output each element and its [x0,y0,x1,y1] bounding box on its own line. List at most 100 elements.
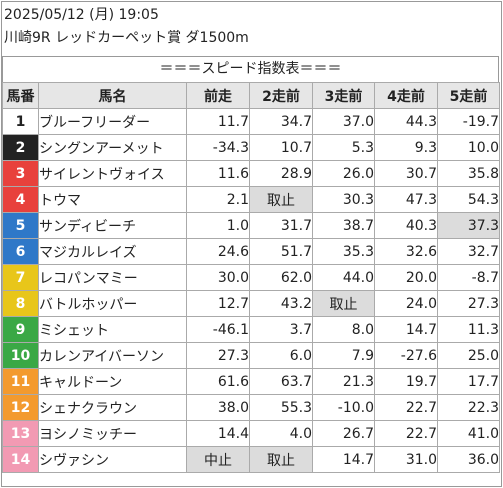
horse-number-cell: 12 [2,394,39,421]
horse-name-cell: サンディビーチ [38,212,187,239]
speed-index-cell: 32.7 [437,238,500,265]
speed-index-cell: 取止 [249,186,313,213]
speed-index-cell: 21.3 [312,368,375,395]
speed-index-cell: 35.8 [437,160,500,187]
horse-name-cell: ブルーフリーダー [38,108,187,135]
speed-index-cell: 44.0 [312,264,375,291]
header-horse-number: 馬番 [2,82,39,109]
race-title: 川崎9R レッドカーペット賞 ダ1500m [4,30,249,46]
speed-index-cell: 5.3 [312,134,375,161]
horse-name-cell: サイレントヴォイス [38,160,187,187]
table-row: 9 ミシェット -46.1 3.7 8.0 14.7 11.3 [2,316,500,343]
horse-name-cell: ミシェット [38,316,187,343]
table-row: 2 シングンアーメット -34.3 10.7 5.3 9.3 10.0 [2,134,500,161]
header-last-race: 前走 [186,82,250,109]
table-row: 3 サイレントヴォイス 11.6 28.9 26.0 30.7 35.8 [2,160,500,187]
speed-index-cell: 27.3 [186,342,250,369]
horse-name-cell: カレンアイバーソン [38,342,187,369]
table-row: 7 レコパンマミー 30.0 62.0 44.0 20.0 -8.7 [2,264,500,291]
speed-index-cell: 中止 [186,446,250,473]
speed-index-cell: 30.7 [374,160,438,187]
speed-index-cell: 61.6 [186,368,250,395]
speed-index-cell: -19.7 [437,108,500,135]
speed-index-cell: 6.0 [249,342,313,369]
table-row: 5 サンディビーチ 1.0 31.7 38.7 40.3 37.3 [2,212,500,239]
horse-name-cell: シェナクラウン [38,394,187,421]
header-row: 馬番 馬名 前走 2走前 3走前 4走前 5走前 [2,82,500,109]
speed-index-cell: 55.3 [249,394,313,421]
speed-index-cell: 36.0 [437,446,500,473]
speed-index-cell: 9.3 [374,134,438,161]
speed-index-cell: 17.7 [437,368,500,395]
table-row: 4 トウマ 2.1 取止 30.3 47.3 54.3 [2,186,500,213]
speed-index-cell: 26.7 [312,420,375,447]
horse-number-cell: 9 [2,316,39,343]
table-row: 14 シヴァシン 中止 取止 14.7 31.0 36.0 [2,446,500,473]
speed-index-cell: 取止 [249,446,313,473]
speed-index-cell: 34.7 [249,108,313,135]
table-row: 8 バトルホッパー 12.7 43.2 取止 24.0 27.3 [2,290,500,317]
speed-index-cell: 32.6 [374,238,438,265]
table-row: 1 ブルーフリーダー 11.7 34.7 37.0 44.3 -19.7 [2,108,500,135]
header-2-races-ago: 2走前 [249,82,313,109]
speed-index-cell: 47.3 [374,186,438,213]
speed-index-cell: 14.4 [186,420,250,447]
horse-name-cell: シヴァシン [38,446,187,473]
horse-number-cell: 14 [2,446,39,473]
table-row: 13 ヨシノミッチー 14.4 4.0 26.7 22.7 41.0 [2,420,500,447]
speed-index-cell: 37.3 [437,212,500,239]
header-4-races-ago: 4走前 [374,82,438,109]
horse-number-cell: 6 [2,238,39,265]
horse-number-cell: 8 [2,290,39,317]
speed-index-cell: 11.7 [186,108,250,135]
speed-index-cell: 62.0 [249,264,313,291]
horse-number-cell: 7 [2,264,39,291]
horse-name-cell: キャルドーン [38,368,187,395]
speed-index-cell: 40.3 [374,212,438,239]
table-row: 12 シェナクラウン 38.0 55.3 -10.0 22.7 22.3 [2,394,500,421]
speed-index-cell: 54.3 [437,186,500,213]
speed-index-cell: -34.3 [186,134,250,161]
speed-index-cell: 19.7 [374,368,438,395]
speed-index-cell: 30.3 [312,186,375,213]
speed-index-cell: 12.7 [186,290,250,317]
speed-index-cell: 38.0 [186,394,250,421]
speed-index-cell: 8.0 [312,316,375,343]
speed-index-cell: 28.9 [249,160,313,187]
speed-index-cell: 11.6 [186,160,250,187]
horse-number-cell: 3 [2,160,39,187]
speed-index-cell: -10.0 [312,394,375,421]
table-row: 10 カレンアイバーソン 27.3 6.0 7.9 -27.6 25.0 [2,342,500,369]
header-horse-name: 馬名 [38,82,187,109]
horse-number-cell: 4 [2,186,39,213]
speed-index-cell: 27.3 [437,290,500,317]
horse-number-cell: 10 [2,342,39,369]
speed-index-cell: 3.7 [249,316,313,343]
speed-index-cell: 35.3 [312,238,375,265]
speed-index-cell: 14.7 [312,446,375,473]
horse-name-cell: ヨシノミッチー [38,420,187,447]
speed-index-cell: 22.3 [437,394,500,421]
horse-number-cell: 5 [2,212,39,239]
speed-index-cell: 26.0 [312,160,375,187]
horse-name-cell: トウマ [38,186,187,213]
speed-index-cell: 31.0 [374,446,438,473]
speed-index-cell: 10.7 [249,134,313,161]
speed-index-cell: 44.3 [374,108,438,135]
speed-index-cell: 24.6 [186,238,250,265]
header-3-races-ago: 3走前 [312,82,375,109]
horse-number-cell: 1 [2,108,39,135]
horse-number-cell: 13 [2,420,39,447]
speed-index-cell: 2.1 [186,186,250,213]
race-datetime: 2025/05/12 (月) 19:05 [4,7,159,23]
horse-name-cell: レコパンマミー [38,264,187,291]
speed-index-cell: 38.7 [312,212,375,239]
speed-index-cell: 63.7 [249,368,313,395]
speed-index-cell: -46.1 [186,316,250,343]
speed-index-cell: 30.0 [186,264,250,291]
header-5-races-ago: 5走前 [437,82,500,109]
speed-index-cell: 1.0 [186,212,250,239]
speed-index-cell: 31.7 [249,212,313,239]
speed-index-cell: 41.0 [437,420,500,447]
speed-index-cell: 22.7 [374,420,438,447]
